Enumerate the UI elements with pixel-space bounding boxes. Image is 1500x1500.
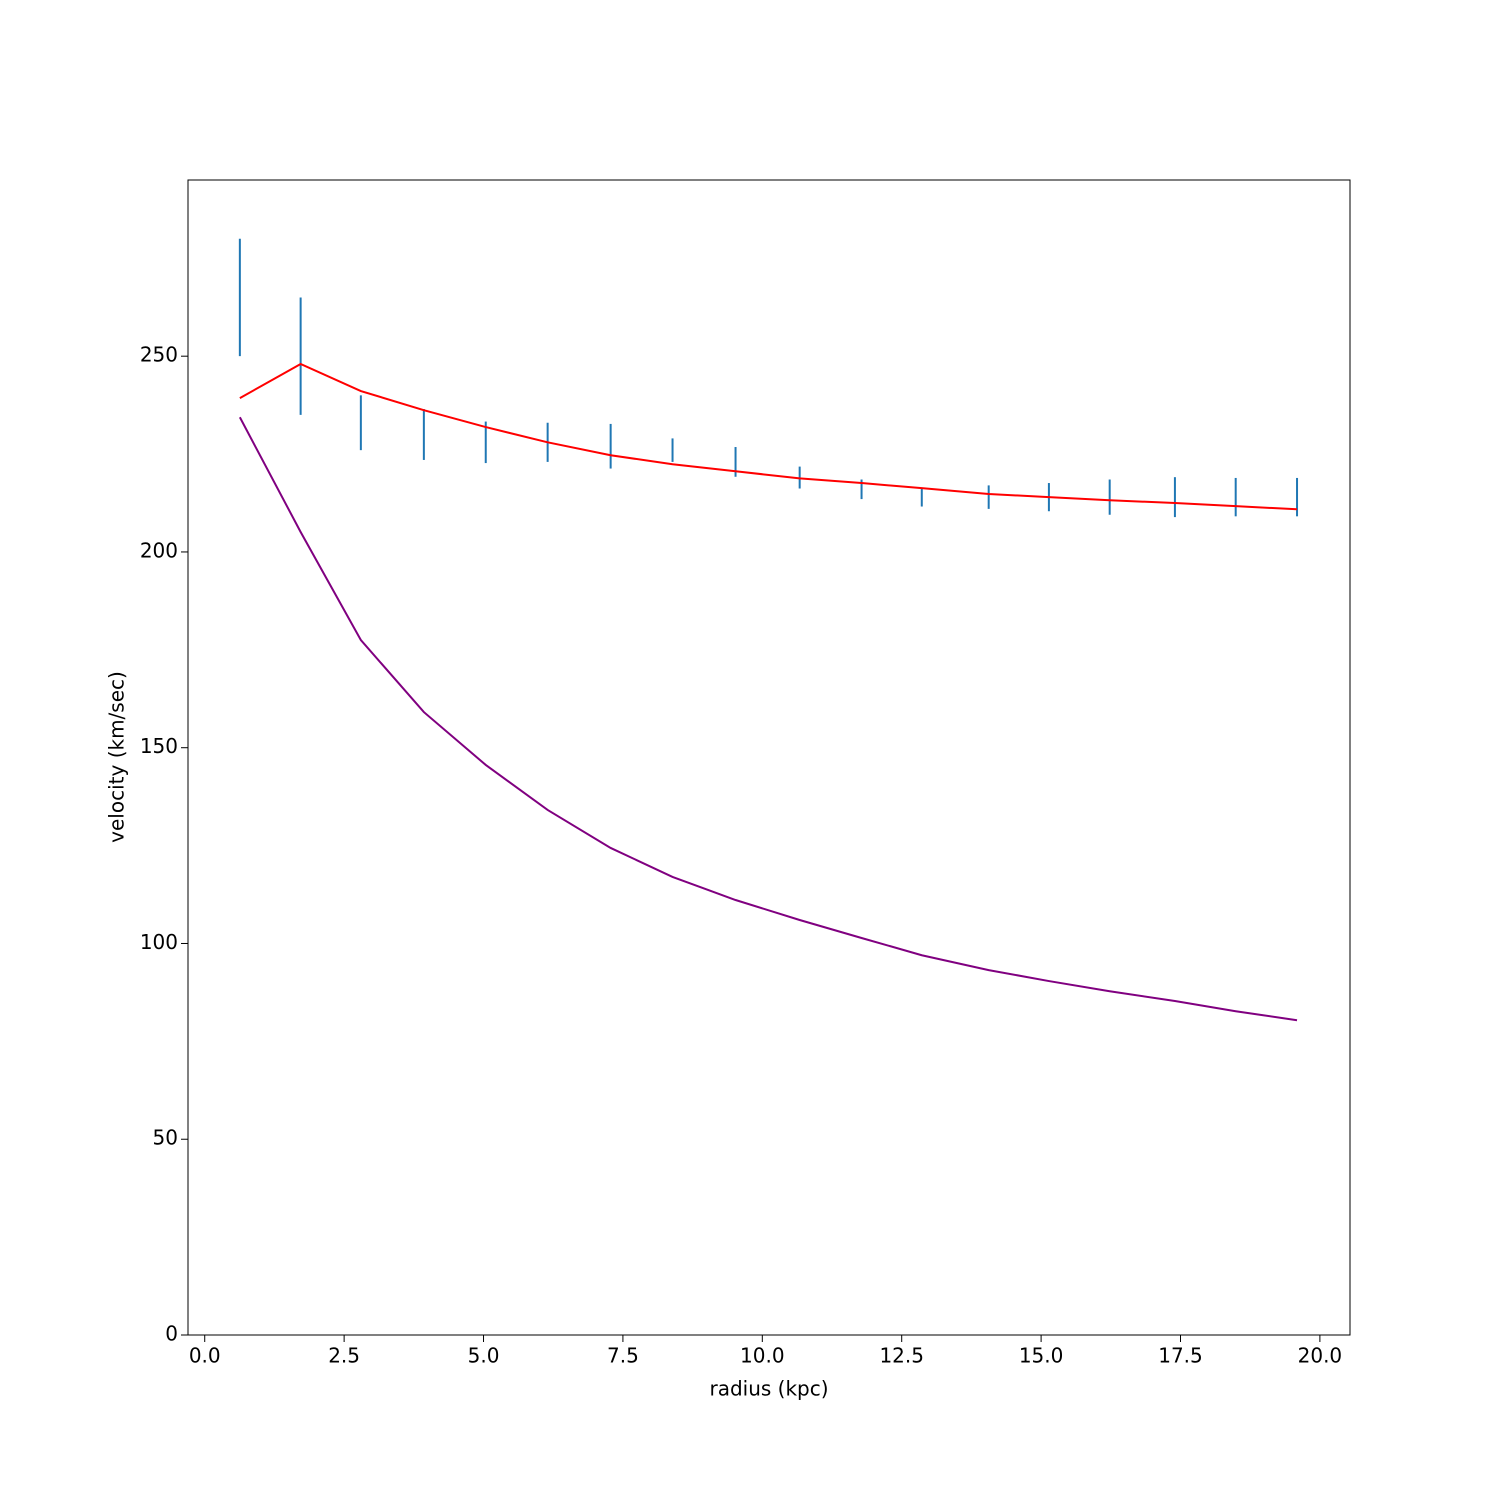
line-series <box>238 416 1298 1022</box>
y-axis-label: velocity (km/sec) <box>105 671 129 843</box>
plot-frame <box>187 179 1351 1336</box>
y-tick-label: 200 <box>140 538 178 562</box>
x-tick-label: 15.0 <box>1019 1344 1064 1368</box>
y-tick-label: 50 <box>153 1126 178 1150</box>
x-axis-label: radius (kpc) <box>709 1377 828 1401</box>
x-tick-label: 20.0 <box>1298 1344 1343 1368</box>
x-tick-label: 10.0 <box>740 1344 785 1368</box>
x-tick-label: 2.5 <box>328 1344 360 1368</box>
x-tick-label: 5.0 <box>468 1344 500 1368</box>
line-series <box>239 362 1298 511</box>
x-tick-label: 12.5 <box>879 1344 924 1368</box>
x-tick-label: 7.5 <box>607 1344 639 1368</box>
x-tick-label: 0.0 <box>189 1344 221 1368</box>
y-tick-label: 100 <box>140 930 178 954</box>
y-tick-label: 0 <box>165 1322 178 1346</box>
y-tick-label: 150 <box>140 734 178 758</box>
x-tick-label: 17.5 <box>1158 1344 1203 1368</box>
y-tick-label: 250 <box>140 343 178 367</box>
